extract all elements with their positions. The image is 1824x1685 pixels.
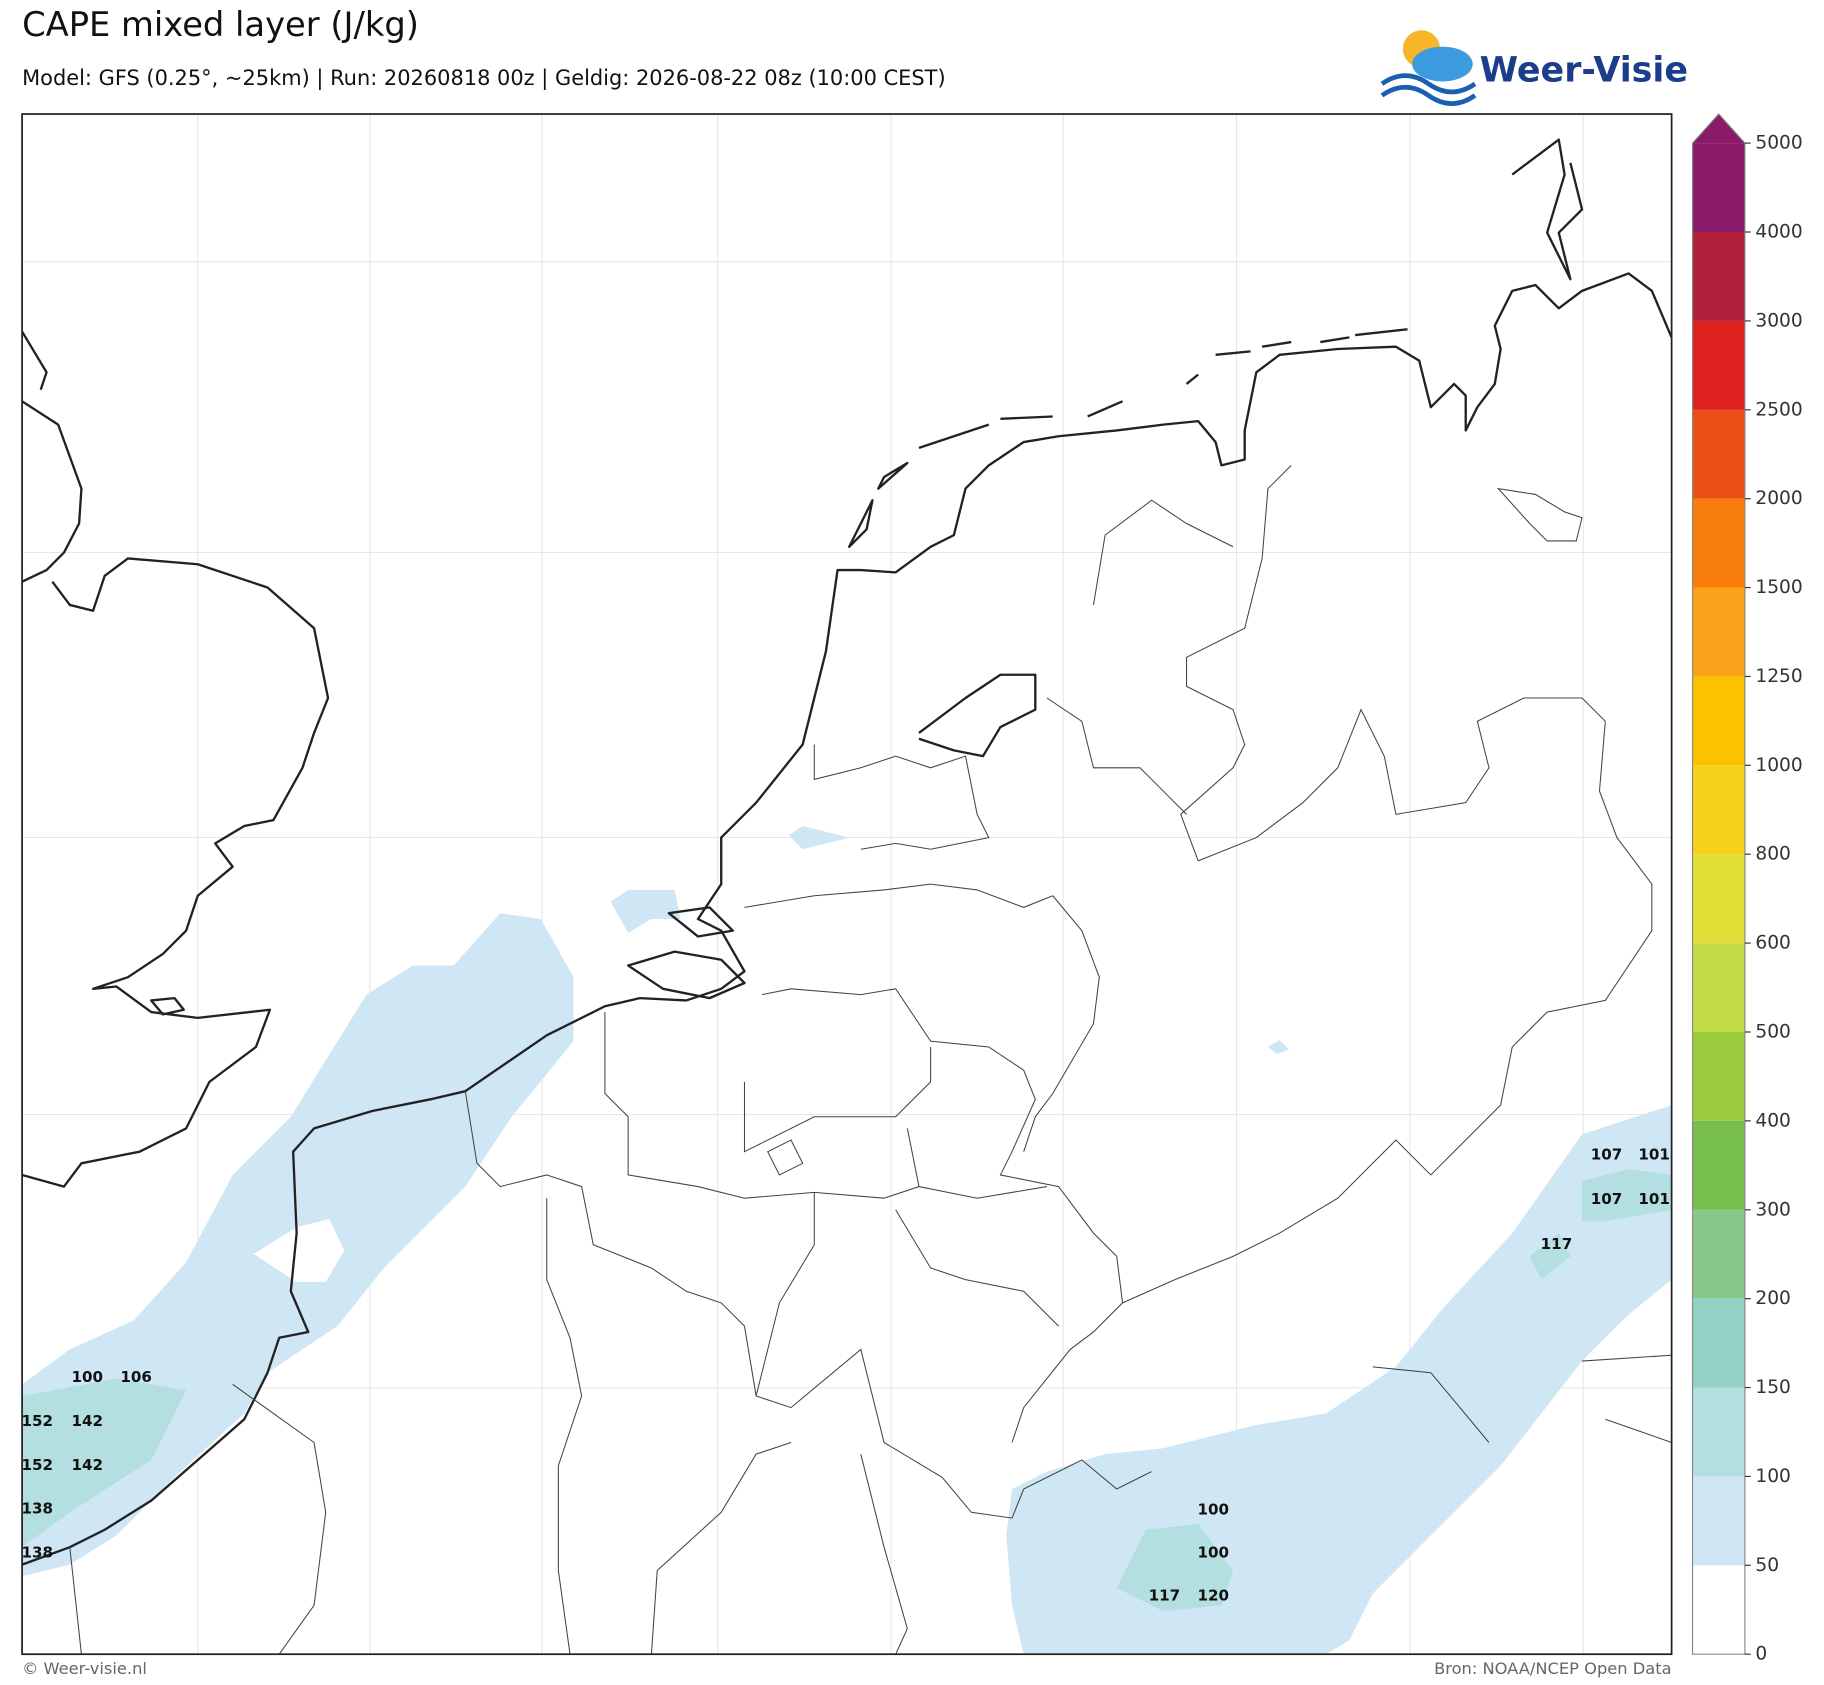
colorbar-band (1692, 1031, 1745, 1121)
colorbar-band (1692, 765, 1745, 855)
cape-label: 100 (1198, 1500, 1230, 1518)
colorbar-tick-label: 150 (1755, 1377, 1791, 1398)
colorbar-band (1692, 1387, 1745, 1477)
colorbar-band (1692, 143, 1745, 233)
colorbar-tick-label: 2500 (1755, 399, 1802, 420)
colorbar-tick-label: 0 (1755, 1644, 1767, 1665)
colorbar-tick-label: 4000 (1755, 222, 1802, 243)
cape-fill (22, 825, 1672, 1655)
colorbar-band (1692, 943, 1745, 1032)
map: 100 106 152 142 152 142 138 138 107 101 107 101 117 1… (21, 114, 1672, 1655)
colorbar-band (1692, 498, 1745, 588)
cape-label: 152 (21, 1412, 53, 1430)
colorbar-band (1692, 320, 1745, 410)
cape-label: 107 (1591, 1146, 1623, 1164)
map-frame (21, 113, 1673, 1656)
title: CAPE mixed layer (J/kg) (22, 5, 419, 44)
logo-text: Weer-Visie (1480, 50, 1688, 90)
footer-left: © Weer-visie.nl (22, 1659, 147, 1678)
colorbar-tick-label: 100 (1755, 1466, 1791, 1487)
cape-label: 106 (120, 1368, 152, 1386)
colorbar-extend (1692, 114, 1745, 144)
cape-label: 138 (21, 1544, 53, 1562)
cape-label: 142 (71, 1456, 103, 1474)
cape-label: 100 (71, 1368, 103, 1386)
colorbar-tick-label: 1250 (1755, 666, 1802, 687)
map-labels: 100 106 152 142 152 142 138 138 107 101 107 101 117 1… (21, 1146, 1670, 1605)
colorbar-band (1692, 409, 1745, 499)
colorbar-tick-label: 200 (1755, 1288, 1791, 1309)
cape-label: 117 (1149, 1587, 1181, 1605)
cape-label: 101 (1638, 1190, 1670, 1208)
colorbar-band (1692, 1120, 1745, 1210)
subtitle: Model: GFS (0.25°, ~25km) | Run: 2026081… (22, 66, 946, 91)
grid (22, 114, 1672, 1655)
colorbar-tick-label: 5000 (1755, 133, 1802, 154)
colorbar-outline (1691, 113, 1746, 1655)
coastlines (22, 138, 1672, 1566)
colorbar-tick-label: 1500 (1755, 577, 1802, 598)
colorbar-tick-label: 1000 (1755, 755, 1802, 776)
logo-icon (1380, 30, 1477, 106)
colorbar-band (1692, 1476, 1745, 1566)
cape-label: 107 (1591, 1190, 1623, 1208)
cape-label: 117 (1541, 1235, 1573, 1253)
colorbar-tick-label: 400 (1755, 1110, 1791, 1131)
colorbar-band (1692, 1209, 1745, 1299)
cape-label: 100 (1198, 1544, 1230, 1562)
cape-label: 120 (1198, 1587, 1230, 1605)
colorbar-tick-label: 2000 (1755, 488, 1802, 509)
colorbar-tick-label: 3000 (1755, 310, 1802, 331)
colorbar-band (1692, 854, 1745, 944)
colorbar-band (1692, 1565, 1745, 1655)
colorbar-band (1692, 587, 1745, 677)
colorbar-tick-label: 50 (1755, 1555, 1779, 1576)
colorbar-tick-label: 800 (1755, 844, 1791, 865)
cape-label: 142 (71, 1412, 103, 1430)
cape-label: 138 (21, 1499, 53, 1517)
colorbar-tick-label: 500 (1755, 1021, 1791, 1042)
colorbar-tick-label: 300 (1755, 1199, 1791, 1220)
colorbar-band (1692, 676, 1745, 766)
colorbar: 0 50 100 150 200 300 400 500 600 800 1000 1250 1500 2… (1691, 113, 1803, 1665)
cape-label: 101 (1638, 1146, 1670, 1164)
borders (69, 464, 1672, 1655)
colorbar-tick-label: 600 (1755, 933, 1791, 954)
colorbar-band (1692, 1298, 1745, 1388)
colorbar-band (1692, 232, 1745, 321)
cape-label: 152 (21, 1456, 53, 1474)
footer-right: Bron: NOAA/NCEP Open Data (1434, 1659, 1672, 1678)
